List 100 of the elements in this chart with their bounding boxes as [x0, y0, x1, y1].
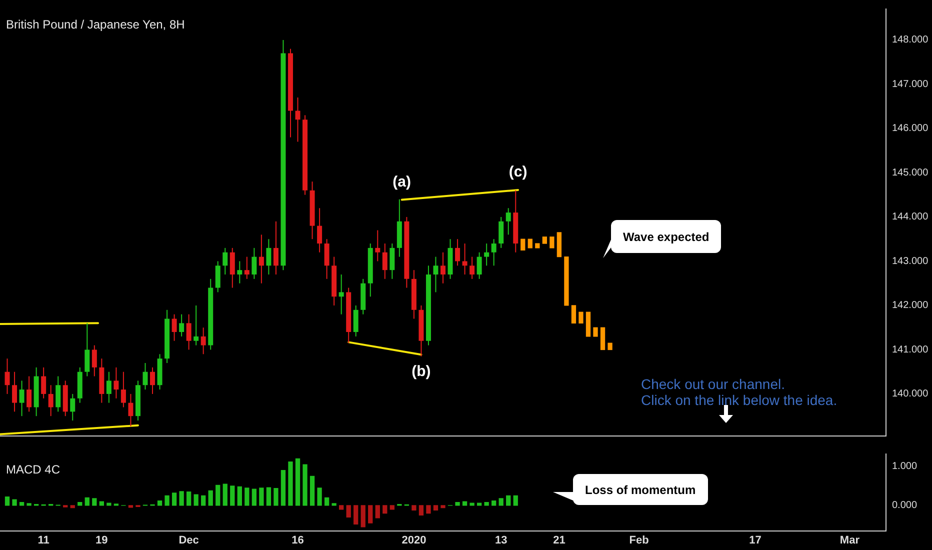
- bar: [382, 505, 388, 514]
- candlestick: [462, 243, 468, 275]
- bar: [542, 236, 547, 244]
- candlestick: [273, 220, 278, 275]
- bar: [266, 487, 272, 506]
- bar: [128, 505, 134, 508]
- bar: [506, 495, 511, 506]
- bar: [513, 495, 518, 506]
- candlestick: [484, 243, 490, 266]
- bar: [550, 236, 554, 248]
- bar: [564, 256, 569, 306]
- bar: [470, 502, 474, 506]
- candlestick: [244, 256, 250, 280]
- annotation: Check out our channel. Click on the link below the idea.: [641, 376, 838, 408]
- candlestick: [4, 358, 10, 394]
- y-tick-label: 146.000: [892, 123, 929, 134]
- bar: [302, 464, 308, 506]
- candlestick: [56, 376, 61, 412]
- text: British Pound / Japanese Yen, 8H: [6, 17, 185, 32]
- candlestick: [390, 243, 395, 280]
- candlestick: [455, 238, 460, 266]
- annotation: Loss of momentum: [573, 474, 708, 505]
- bar: [208, 490, 213, 506]
- bar: [528, 238, 532, 248]
- bar: [571, 305, 576, 324]
- candlestick: [252, 247, 257, 280]
- candlestick: [194, 304, 199, 346]
- bar: [492, 500, 496, 506]
- candlestick: [179, 314, 184, 337]
- y-tick-label: 141.000: [892, 344, 929, 356]
- candlestick: [150, 366, 156, 394]
- bar: [593, 327, 598, 337]
- candlestick: [266, 238, 272, 275]
- annotation: (a): [392, 173, 412, 190]
- bar: [259, 488, 264, 506]
- bar: [84, 497, 90, 506]
- candlestick: [70, 393, 76, 422]
- y-tick-label: 145.000: [892, 167, 929, 178]
- bar: [390, 505, 394, 510]
- candlestick: [106, 371, 112, 404]
- x-tick-label: Mar: [840, 534, 860, 546]
- candlestick: [200, 327, 206, 355]
- bar: [498, 498, 504, 506]
- annotation: Wave expected: [611, 220, 722, 253]
- bar: [295, 458, 300, 506]
- bar: [608, 342, 612, 350]
- bar: [186, 491, 192, 506]
- bar: [484, 502, 489, 506]
- bar: [346, 505, 351, 518]
- bar: [556, 232, 562, 258]
- candlestick: [506, 208, 511, 236]
- bar: [600, 327, 606, 350]
- bar: [222, 484, 228, 506]
- x-tick-label: 11: [38, 534, 50, 546]
- candlestick: [491, 238, 496, 266]
- bar: [194, 494, 198, 506]
- bar: [157, 500, 162, 506]
- x-tick-label: Dec: [178, 534, 199, 546]
- bar: [230, 486, 235, 506]
- bar: [339, 505, 344, 510]
- candlestick: [128, 393, 134, 427]
- x-tick-label: 17: [749, 534, 762, 546]
- bar: [78, 502, 82, 506]
- candlestick: [84, 322, 90, 377]
- bar: [172, 492, 177, 506]
- text: MACD 4C: [6, 462, 60, 476]
- bar: [19, 502, 24, 506]
- bar: [106, 502, 112, 506]
- candlestick: [498, 216, 504, 248]
- candlestick: [317, 208, 322, 253]
- annotation: (b): [412, 363, 431, 380]
- bar: [354, 505, 358, 525]
- y-tick-label: 0.000: [892, 500, 918, 512]
- bar: [368, 505, 373, 524]
- bar: [252, 488, 257, 506]
- bar: [360, 505, 366, 528]
- candlestick: [382, 243, 388, 280]
- bar: [375, 505, 380, 518]
- y-tick-label: 1.000: [892, 461, 918, 472]
- candlestick: [230, 247, 235, 288]
- candlestick: [353, 304, 358, 337]
- x-tick-label: 2020: [402, 534, 426, 546]
- bar: [179, 491, 184, 506]
- bar: [4, 496, 10, 506]
- bar: [288, 461, 293, 506]
- y-tick-label: 143.000: [892, 256, 929, 267]
- x-tick-label: 16: [292, 534, 304, 546]
- bar: [440, 505, 446, 508]
- annotation: (c): [508, 164, 528, 181]
- bar: [578, 312, 584, 324]
- x-tick-label: Feb: [629, 534, 650, 546]
- bar: [317, 488, 322, 506]
- candlestick: [19, 380, 24, 417]
- candlestick: [295, 97, 300, 142]
- x-tick-label: 21: [553, 534, 566, 546]
- candlestick: [433, 256, 438, 293]
- y-tick-label: 142.000: [892, 300, 929, 312]
- bar: [274, 488, 278, 506]
- candlestick: [338, 274, 344, 315]
- candlestick: [142, 362, 148, 390]
